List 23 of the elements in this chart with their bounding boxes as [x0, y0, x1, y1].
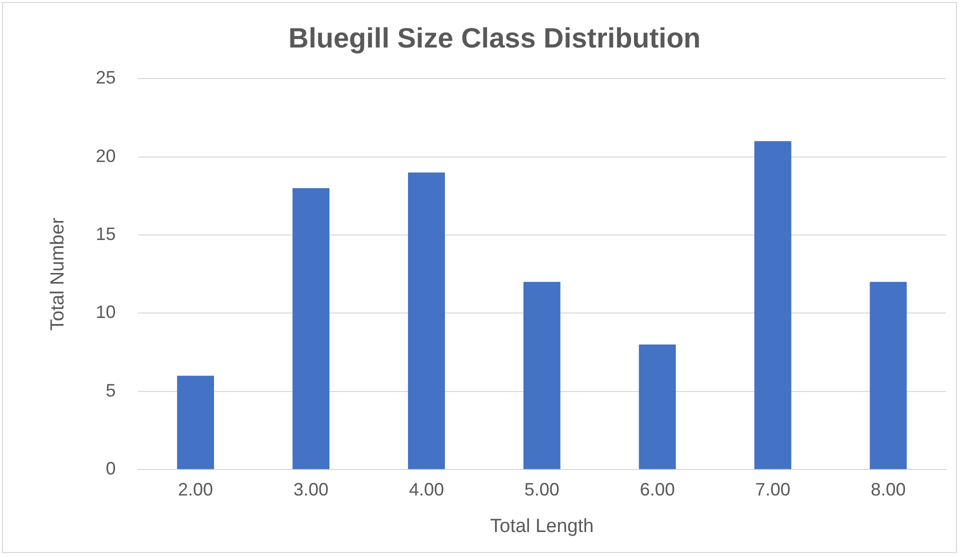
x-tick-label: 7.00: [755, 479, 790, 500]
bar: [408, 172, 445, 470]
bar: [754, 141, 792, 470]
x-tick-label: 2.00: [178, 479, 214, 500]
y-tick-label: 10: [96, 302, 116, 322]
bar: [870, 282, 907, 470]
bar: [292, 188, 330, 470]
x-tick-label: 6.00: [640, 479, 675, 500]
bar: [638, 344, 676, 470]
x-tick-label: 5.00: [524, 479, 560, 500]
y-axis-title: Total Number: [48, 216, 69, 331]
bar: [523, 282, 560, 470]
x-tick-label: 4.00: [408, 479, 444, 500]
bar: [177, 376, 214, 470]
y-tick-label: 0: [106, 458, 116, 479]
chart-title: Bluegill Size Class Distribution: [288, 22, 701, 54]
y-tick-label: 5: [106, 380, 116, 400]
y-tick-label: 25: [96, 68, 116, 88]
y-tick-label: 15: [96, 224, 116, 244]
y-tick-label: 20: [96, 146, 116, 166]
x-tick-label: 8.00: [870, 479, 906, 500]
x-axis-title: Total Length: [490, 516, 594, 537]
x-tick-label: 3.00: [293, 479, 329, 500]
